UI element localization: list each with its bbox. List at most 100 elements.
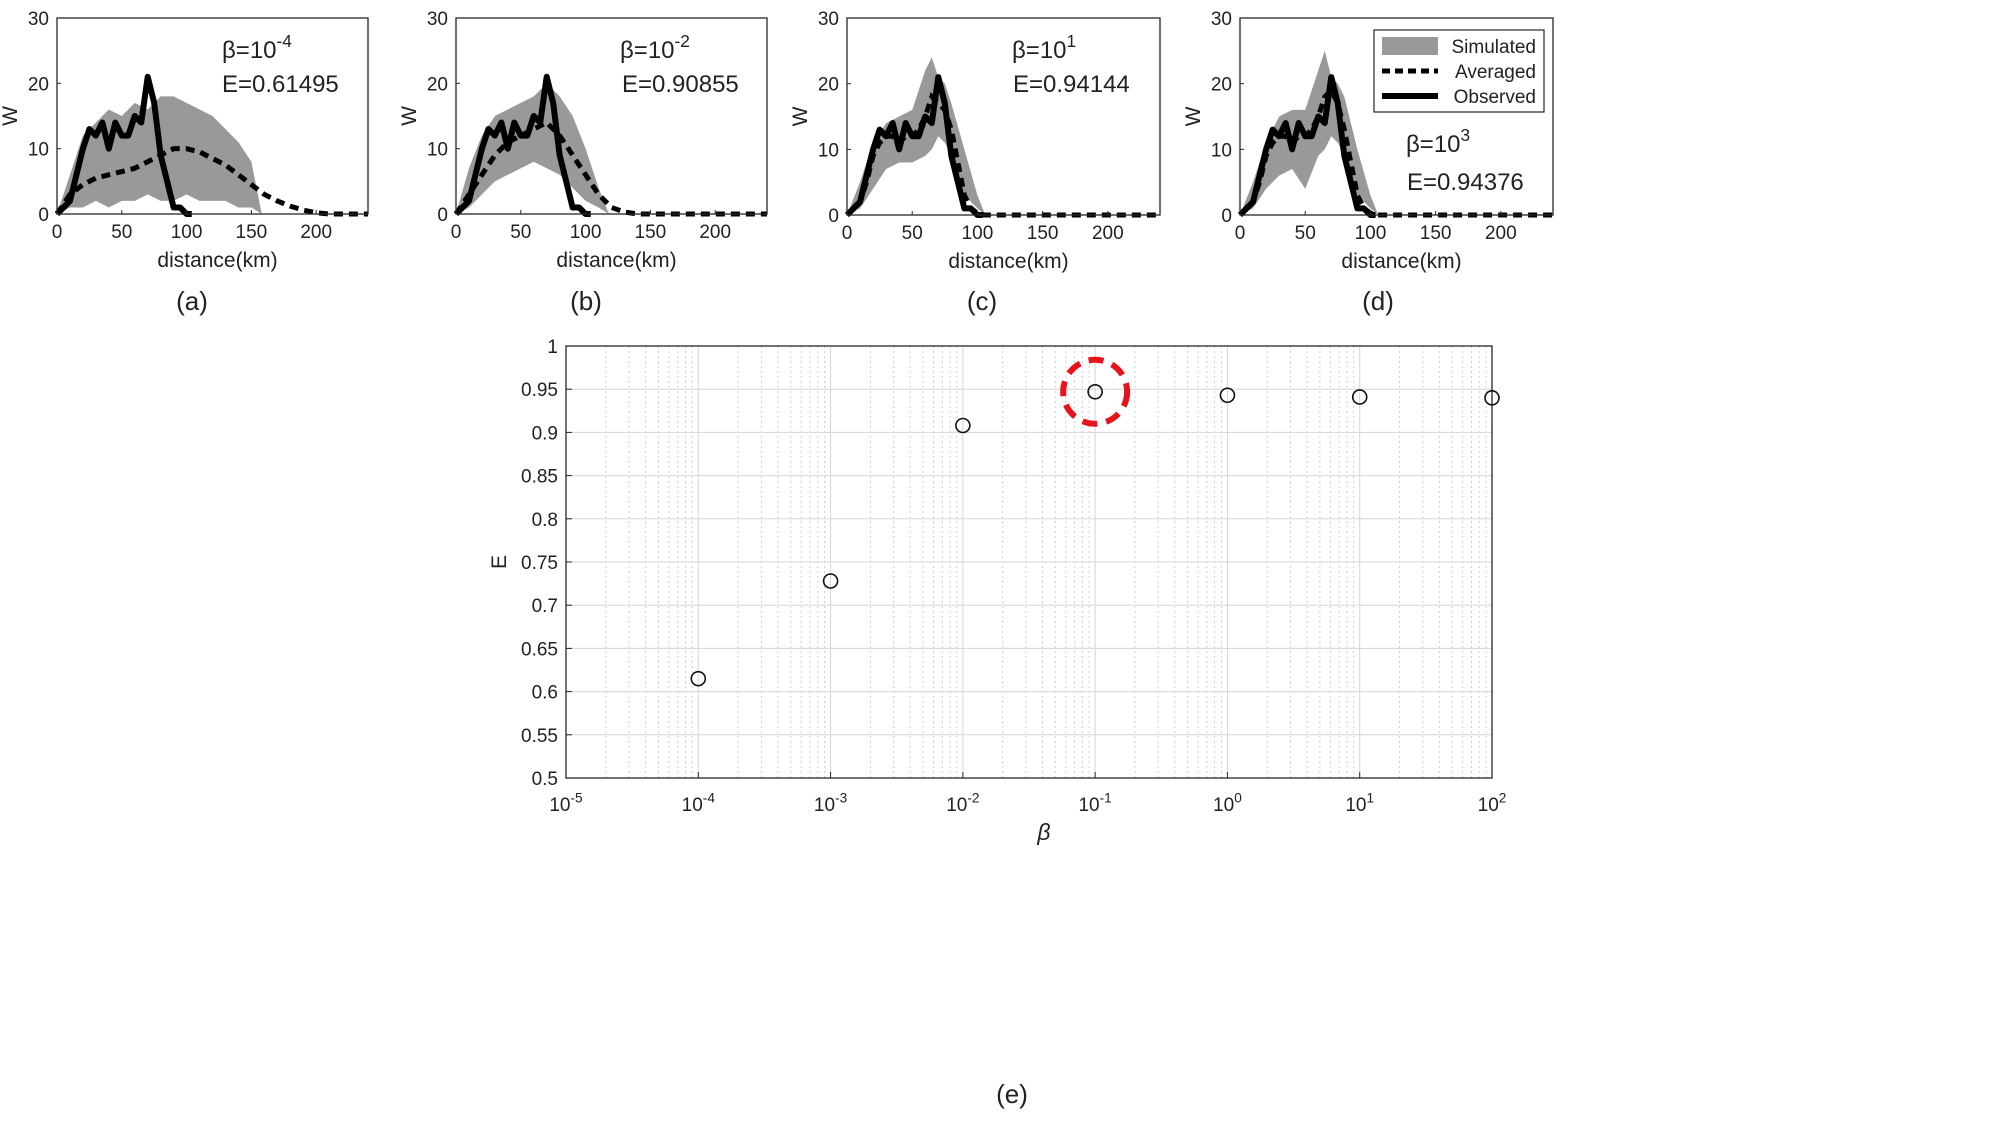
scatter-xlabel: β: [1036, 819, 1050, 845]
panel-0-xtick-label: 200: [300, 222, 332, 243]
panel-3-xtick-label: 100: [1355, 223, 1387, 244]
panel-0-xtick-label: 0: [52, 222, 63, 243]
panel-1-xtick-label: 50: [510, 222, 531, 243]
scatter-xtick-label: 10-5: [549, 790, 583, 816]
panel-label-3: (d): [1362, 286, 1394, 316]
scatter-ytick-label: 0.55: [521, 726, 558, 747]
scatter-xtick-label-base: 10: [946, 795, 967, 816]
scatter-point-2: [955, 417, 971, 434]
panel-3-xtick-label: 0: [1235, 223, 1246, 244]
panel-0-ylabel: W: [0, 106, 22, 126]
scatter-xtick-label-base: 10: [1478, 795, 1499, 816]
panel-3-ylabel: W: [1182, 106, 1205, 126]
panel-1-beta-annotation-base: β=10: [620, 37, 675, 64]
scatter-ytick-label: 0.95: [521, 380, 558, 401]
scatter-xtick-label: 10-1: [1078, 790, 1111, 816]
panel-3-ytick-label: 30: [1211, 9, 1232, 30]
scatter-ytick-label: 1: [547, 337, 558, 358]
panel-3-ytick-label: 0: [1221, 206, 1232, 227]
panel-2-xtick-label: 100: [962, 223, 994, 244]
scatter-xtick-label-exp: -3: [835, 790, 847, 805]
scatter-xtick-label: 102: [1478, 790, 1507, 816]
panel-2-beta-annotation: β=101: [1012, 31, 1076, 64]
panel-1-ylabel: W: [398, 106, 421, 126]
scatter-ytick-label: 0.75: [521, 553, 558, 574]
panel-3-ytick-label: 20: [1211, 75, 1232, 96]
panel-1-xtick-label: 0: [451, 222, 462, 243]
panel-label-0: (a): [176, 286, 208, 316]
panel-2-ylabel: W: [789, 106, 812, 126]
panel-2-beta-annotation-exp: 1: [1067, 31, 1077, 51]
panel-1-axes-frame: [455, 17, 768, 215]
panel-0-xtick-label: 100: [171, 222, 203, 243]
scatter-ytick-label: 0.9: [532, 423, 558, 444]
panel-0-ytick-label: 10: [28, 140, 49, 161]
panel-0-beta-annotation-base: β=10: [222, 37, 277, 64]
panel-2-xlabel: distance(km): [948, 250, 1068, 273]
scatter-point-4: [1219, 387, 1236, 404]
scatter-point-0: [690, 670, 707, 687]
panel-1-ytick-label: 20: [427, 74, 448, 95]
panel-0-xtick-label: 50: [111, 222, 132, 243]
panel-2-ytick-label: 0: [828, 206, 839, 227]
scatter-xtick-label-exp: 2: [1499, 790, 1507, 805]
scatter-xtick-label-base: 10: [549, 795, 570, 816]
scatter-xtick-label-exp: 0: [1234, 790, 1242, 805]
scatter-xtick-label-exp: -5: [570, 790, 583, 805]
panel-0-axes-frame: [56, 17, 369, 215]
scatter-xtick-label-base: 10: [682, 795, 703, 816]
scatter-ytick-label: 0.7: [532, 596, 558, 617]
scatter-xtick-label-exp: -4: [703, 790, 716, 805]
scatter-xtick-label-base: 10: [814, 795, 835, 816]
panel-3-xtick-label: 50: [1295, 223, 1316, 244]
panel-2-ytick-label: 30: [818, 9, 839, 30]
scatter-xtick-label: 10-3: [814, 790, 847, 816]
scatter-xtick-label: 10-4: [682, 790, 716, 816]
panel-2-plot-bg: [847, 18, 1160, 215]
highlight-ring: [1060, 356, 1131, 427]
panel-3-e-annotation: E=0.94376: [1407, 169, 1524, 196]
panel-label-2: (c): [967, 286, 997, 316]
panel-1-xtick-label: 100: [570, 222, 602, 243]
panel-1-xlabel: distance(km): [556, 249, 676, 272]
panel-2-e-annotation: E=0.94144: [1013, 71, 1130, 98]
panel-3-beta-annotation-exp: 3: [1461, 125, 1471, 145]
panel-2-axes-frame: [846, 17, 1161, 216]
scatter-ytick-label: 0.85: [521, 467, 558, 488]
panel-0-ytick-label: 30: [28, 9, 49, 30]
scatter-ylabel: E: [488, 555, 511, 569]
panel-3-axes-frame: [1239, 17, 1554, 216]
panel-2-ytick-label: 20: [818, 75, 839, 96]
legend-entry-simulated: Simulated: [1452, 37, 1537, 58]
panel-1-xtick-label: 200: [699, 222, 731, 243]
panel-0-xlabel: distance(km): [157, 249, 277, 272]
panel-1-ytick-label: 30: [427, 9, 448, 30]
scatter-xtick-label: 101: [1345, 790, 1374, 816]
panel-1-xtick-label: 150: [635, 222, 667, 243]
panel-1-beta-annotation: β=10-2: [620, 31, 690, 64]
panel-0-observed-line: [54, 73, 192, 217]
panel-2-beta-annotation-base: β=10: [1012, 37, 1067, 64]
panel-2-xtick-label: 50: [902, 223, 923, 244]
scatter-xtick-label-base: 10: [1213, 795, 1234, 816]
panel-2-ytick-label: 10: [818, 140, 839, 161]
panel-3-xlabel: distance(km): [1341, 250, 1461, 273]
panel-1-observed-line: [453, 73, 591, 217]
panel-0-ytick-label: 0: [38, 205, 49, 226]
panel-0-xtick-label: 150: [236, 222, 268, 243]
panel-3-observed-line: [1237, 74, 1376, 218]
scatter-ytick-label: 0.65: [521, 639, 558, 660]
panel-1-e-annotation: E=0.90855: [622, 71, 739, 98]
panel-1-simulated-band: [456, 83, 609, 214]
scatter-ytick-label: 0.6: [532, 683, 558, 704]
panel-label-1: (b): [570, 286, 602, 316]
scatter-ytick-label: 0.8: [532, 510, 558, 531]
scatter-xtick-label-base: 10: [1078, 795, 1099, 816]
panel-1-beta-annotation-exp: -2: [675, 31, 690, 51]
scatter-point-1: [822, 573, 839, 589]
legend-entry-observed: Observed: [1454, 87, 1536, 108]
panel-3-ytick-label: 10: [1211, 140, 1232, 161]
panel-1-ytick-label: 0: [437, 205, 448, 226]
scatter-ytick-label: 0.5: [532, 769, 558, 790]
